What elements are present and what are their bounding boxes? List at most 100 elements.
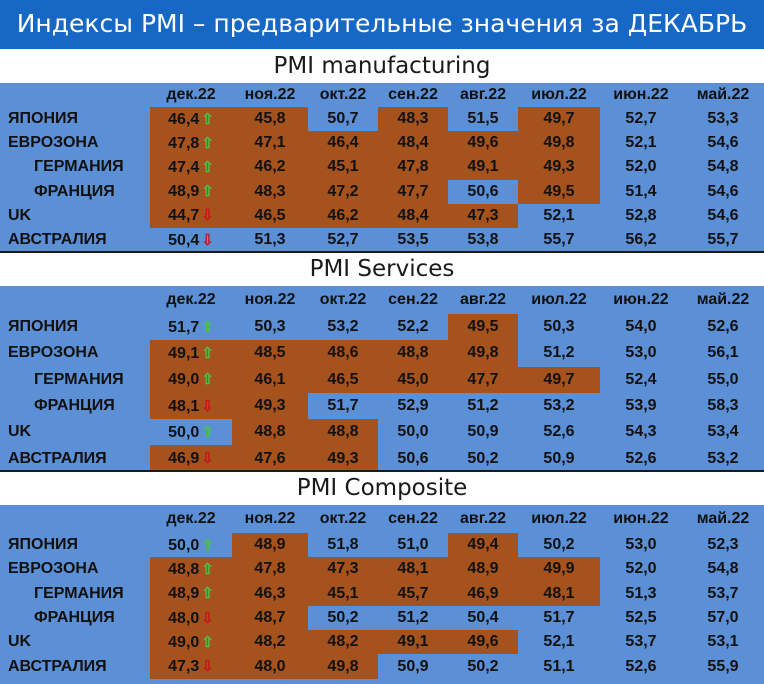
value-text: 50,2 (467, 657, 499, 675)
value-text: 50,4 (168, 231, 200, 249)
value-text: 48,9 (254, 536, 286, 554)
value-text: 55,0 (707, 370, 739, 388)
value-cell: 52,6 (518, 419, 600, 445)
value-text: 54,6 (707, 206, 739, 224)
value-text: 49,5 (467, 318, 499, 336)
value-cell: 53,2 (682, 445, 764, 471)
value-text: 48,9 (168, 585, 200, 603)
value-text: 48,1 (543, 584, 575, 602)
value-cell: 46,5 (308, 366, 378, 393)
value-text: 52,6 (707, 318, 739, 336)
value-text: 48,6 (327, 344, 359, 362)
value-cell: 46,9 (448, 581, 518, 606)
value-text: 50,6 (397, 449, 429, 467)
page-title: Индексы PMI – предварительные значения з… (0, 0, 764, 49)
value-cell: 56,2 (600, 228, 682, 252)
value-cell: 46,1 (232, 366, 308, 393)
value-text: 50,0 (168, 423, 200, 441)
value-text: 48,1 (168, 397, 200, 415)
value-cell: 48,7 (232, 605, 308, 631)
value-cell: 53,7 (600, 630, 682, 654)
value-cell: 44,7 ⇩ (150, 203, 232, 228)
value-text: 46,2 (254, 158, 286, 176)
value-text: 50,9 (467, 423, 499, 441)
value-cell: 48,8 (232, 419, 308, 446)
value-cell: 50,4 (448, 606, 518, 630)
arrow-down-icon: ⇩ (201, 658, 214, 676)
value-text: 55,9 (707, 657, 739, 675)
month-header: дек.22 (166, 510, 216, 527)
table-row: ФРАНЦИЯ 48,9 ⇧ 48,3 47,2 47,7 50,6 49,5 51,4 54,6 (0, 179, 764, 204)
value-text: 49,9 (543, 560, 575, 578)
value-cell: 51,3 (600, 582, 682, 606)
value-cell: 57,0 (682, 606, 764, 630)
value-text: 49,7 (543, 110, 575, 128)
month-header: июл.22 (531, 510, 587, 527)
arrow-up-icon: ⇧ (201, 536, 214, 554)
value-cell: 55,0 (682, 367, 764, 393)
value-text: 52,6 (625, 657, 657, 675)
value-text: 47,3 (327, 560, 359, 578)
value-text: 49,8 (467, 344, 499, 362)
value-text: 53,9 (625, 397, 657, 415)
value-text: 52,7 (327, 231, 359, 249)
value-text: 54,8 (707, 158, 739, 176)
value-text: 53,4 (707, 423, 739, 441)
value-cell: 50,2 (448, 654, 518, 678)
value-cell: 54,6 (682, 204, 764, 228)
value-cell: 50,0 (378, 419, 448, 445)
value-text: 58,3 (707, 397, 739, 415)
value-text: 49,8 (327, 657, 359, 675)
month-header: май.22 (696, 86, 750, 103)
value-text: 46,5 (327, 370, 359, 388)
value-text: 45,1 (327, 158, 359, 176)
value-text: 49,6 (467, 134, 499, 152)
value-text: 55,7 (543, 231, 575, 249)
value-cell: 51,2 (518, 340, 600, 366)
value-cell: 52,1 (518, 204, 600, 228)
value-cell: 49,3 (308, 445, 378, 472)
value-cell: 55,9 (682, 654, 764, 678)
table-row: АВСТРАЛИЯ 46,9 ⇩ 47,6 49,3 50,6 50,2 50,9 52,6 53… (0, 445, 764, 472)
value-cell: 49,5 (448, 314, 518, 341)
month-header: июн.22 (613, 291, 669, 308)
country-label: ФРАНЦИЯ (34, 609, 115, 627)
value-cell: 52,3 (682, 533, 764, 557)
value-cell: 54,8 (682, 557, 764, 581)
table-row: ГЕРМАНИЯ 47,4 ⇧ 46,2 45,1 47,8 49,1 49,3 52,0 54,… (0, 155, 764, 180)
section-divider (0, 470, 764, 472)
value-text: 50,2 (467, 449, 499, 467)
value-cell: 50,3 (232, 314, 308, 340)
month-header: июн.22 (613, 86, 669, 103)
value-text: 50,3 (254, 318, 286, 336)
country-label: ЕВРОЗОНА (8, 344, 99, 362)
value-text: 53,2 (707, 449, 739, 467)
value-cell: 49,3 (518, 155, 600, 180)
value-text: 53,2 (327, 318, 359, 336)
value-text: 52,7 (625, 110, 657, 128)
value-cell: 53,2 (308, 314, 378, 340)
header-row: дек.22 ноя.22 окт.22 сен.22 авг.22 июл.22 июн.… (0, 83, 764, 107)
value-text: 53,3 (707, 110, 739, 128)
value-text: 47,7 (467, 370, 499, 388)
value-text: 49,4 (467, 536, 499, 554)
value-text: 48,9 (168, 183, 200, 201)
value-cell: 52,0 (600, 557, 682, 581)
value-cell: 48,9 ⇧ (150, 581, 232, 606)
section-table: дек.22 ноя.22 окт.22 сен.22 авг.22 июл.22 июн.… (0, 83, 764, 255)
value-text: 52,1 (543, 206, 575, 224)
arrow-up-icon: ⇧ (201, 585, 214, 603)
country-label: UK (8, 423, 32, 441)
value-text: 51,3 (254, 231, 286, 249)
table-row: ЕВРОЗОНА 48,8 ⇧ 47,8 47,3 48,1 48,9 49,9 52,0 54,… (0, 557, 764, 582)
value-cell: 50,9 (518, 445, 600, 471)
value-cell: 52,7 (308, 228, 378, 252)
header-corner (0, 505, 150, 533)
value-cell: 54,6 (682, 131, 764, 155)
value-cell: 50,6 (378, 445, 448, 471)
value-text: 51,1 (543, 657, 575, 675)
value-cell: 47,3 ⇩ (150, 654, 232, 679)
value-text: 47,2 (327, 182, 359, 200)
value-cell: 48,9 ⇧ (150, 179, 232, 204)
value-text: 46,3 (254, 584, 286, 602)
